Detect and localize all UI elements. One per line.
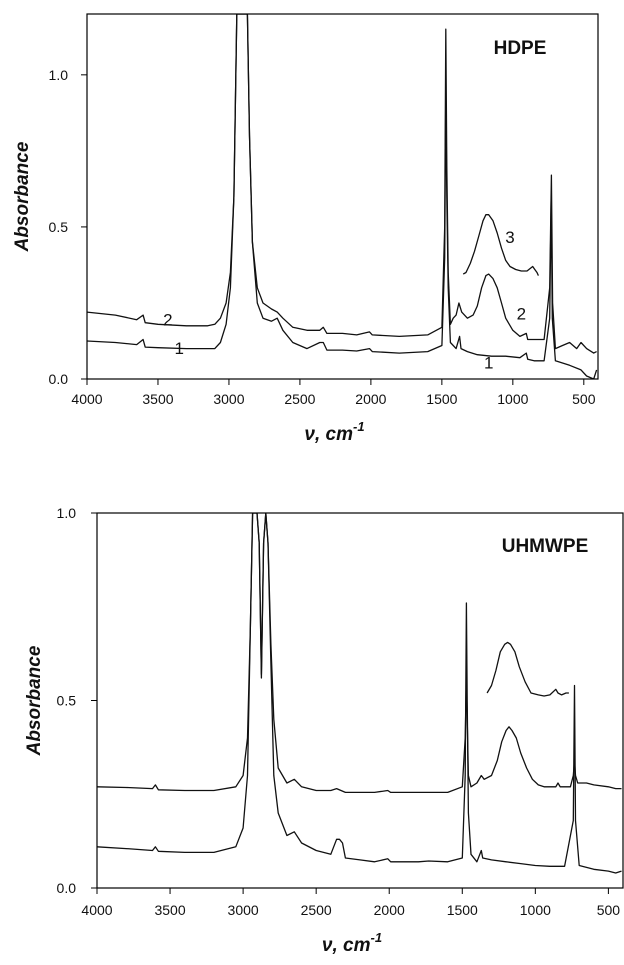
y-tick-label: 1.0 — [57, 505, 77, 521]
x-tick-label: 500 — [572, 391, 596, 407]
x-tick-label: 2500 — [284, 391, 315, 407]
plot-frame — [96, 512, 624, 889]
curve-number-label: 2 — [163, 311, 172, 330]
x-tick-label: 1000 — [497, 391, 528, 407]
hdpe-chart-panel: 4000 3500 3000 2500 2000 1500 1000 500 0.0 0.5 1.0… — [12, 13, 599, 445]
y-tick-label: 0.5 — [49, 219, 69, 235]
x-tick-label: 3500 — [142, 391, 173, 407]
x-tick-label: 1500 — [447, 902, 478, 918]
y-tick-label: 1.0 — [49, 67, 69, 83]
x-tick-label: 3000 — [213, 391, 244, 407]
chart-title: UHMWPE — [502, 536, 589, 557]
curve-number-label: 3 — [505, 228, 514, 247]
y-tick-label: 0.0 — [49, 371, 69, 387]
x-axis-label: ν, cm-1 — [322, 930, 382, 956]
series-group — [97, 513, 622, 874]
spectrum-line-2 — [87, 14, 597, 354]
uhmwpe-chart-panel: 4000 3500 3000 2500 2000 1500 1000 500 0.0 0.5 1.0… — [24, 505, 624, 956]
x-tick-label: 3500 — [154, 902, 185, 918]
x-axis-label-superscript: -1 — [371, 930, 383, 945]
spectrum-line-1 — [97, 513, 622, 874]
curve-number-label: 1 — [484, 353, 493, 372]
chart-title: HDPE — [494, 38, 547, 59]
x-tick-label: 2000 — [374, 902, 405, 918]
x-tick-label: 2500 — [301, 902, 332, 918]
y-tick-label: 0.5 — [57, 693, 77, 709]
curve-number-label: 2 — [517, 305, 526, 324]
x-tick-label: 4000 — [81, 902, 112, 918]
y-axis-label: Absorbance — [12, 141, 33, 252]
spectrum-line-3 — [486, 641, 569, 697]
y-tick-label: 0.0 — [57, 880, 77, 896]
spectrum-line-1 — [87, 14, 598, 379]
series-group — [87, 14, 598, 379]
spectrum-line-3 — [462, 214, 539, 276]
x-tick-label: 1000 — [520, 902, 551, 918]
x-axis-label-main: ν, cm — [322, 935, 371, 956]
x-axis-label-main: ν, cm — [304, 424, 353, 445]
x-tick-label: 2000 — [355, 391, 386, 407]
x-axis-label: ν, cm-1 — [304, 419, 364, 445]
x-tick-label: 3000 — [228, 902, 259, 918]
spectrum-line-2 — [97, 513, 622, 794]
x-tick-label: 1500 — [426, 391, 457, 407]
plot-frame — [86, 13, 599, 380]
x-axis-label-superscript: -1 — [353, 419, 365, 434]
x-tick-label: 500 — [597, 902, 621, 918]
y-axis-label: Absorbance — [24, 645, 45, 756]
curve-number-label: 1 — [175, 339, 184, 358]
x-tick-label: 4000 — [71, 391, 102, 407]
